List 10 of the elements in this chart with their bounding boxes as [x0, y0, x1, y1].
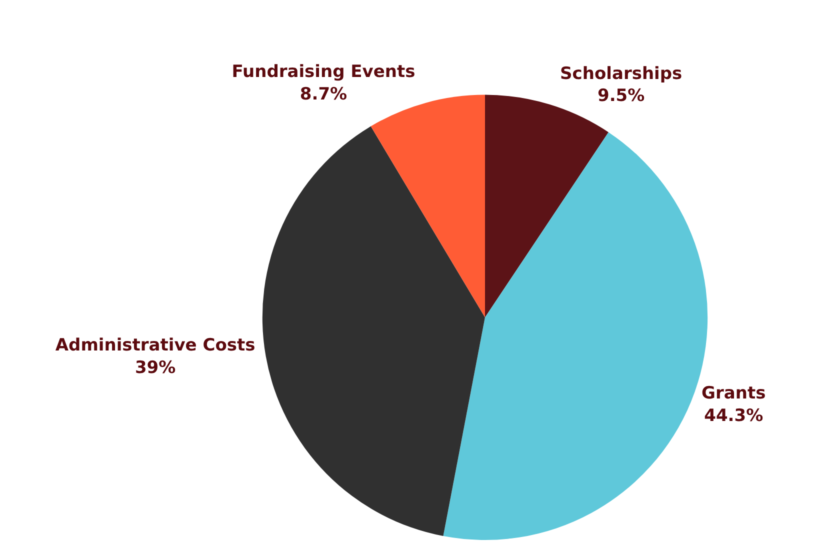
data-label: 8.7% — [300, 84, 348, 104]
slice-label: Grants — [702, 384, 766, 404]
slice-label: Fundraising Events — [232, 62, 416, 82]
slice-label: Scholarships — [560, 64, 682, 84]
pie-slice — [370, 94, 485, 318]
data-label: 9.5% — [598, 86, 645, 106]
slice-label: Administrative Costs — [55, 336, 256, 356]
data-label: 39% — [134, 358, 176, 378]
data-label: 44.3% — [704, 406, 764, 426]
pie-slice — [262, 126, 485, 536]
